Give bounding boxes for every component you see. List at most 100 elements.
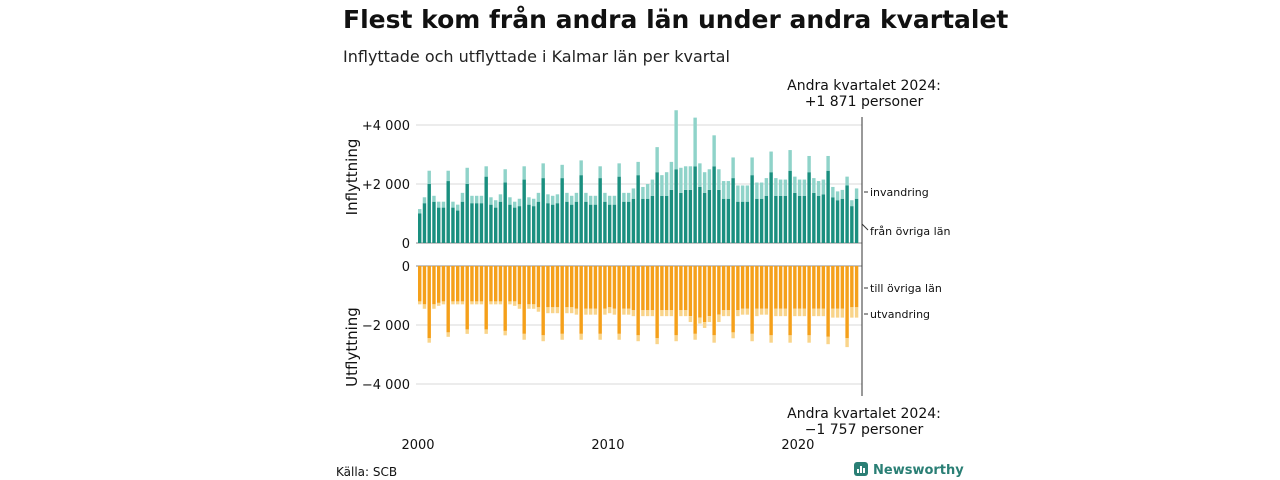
bar-utflyttning-base-49 [650,266,655,311]
bar-utflyttning-base-32 [569,266,574,308]
label-leader-fran-ovriga-lan [861,223,869,231]
bar-inflyttning-top-49 [650,179,655,196]
bar-inflyttning-base-35 [584,201,588,243]
bar-inflyttning-base-20 [512,207,517,243]
bar-utflyttning-top-13 [479,301,484,305]
bar-inflyttning-base-18 [503,182,507,243]
bar-utflyttning-top-5 [441,301,446,305]
bar-utflyttning-base-35 [584,266,588,309]
bar-inflyttning-top-10 [465,167,469,184]
bar-utflyttning-top-74 [769,335,773,343]
bar-utflyttning-top-70 [750,333,754,342]
bar-utflyttning-top-68 [740,308,745,315]
bar-inflyttning-base-4 [436,207,441,243]
bar-inflyttning-top-27 [546,194,550,204]
bar-inflyttning-base-42 [617,176,621,244]
bar-inflyttning-base-34 [579,175,583,243]
bar-utflyttning-base-89 [840,266,845,309]
bar-inflyttning-top-8 [455,204,460,211]
bar-inflyttning-top-59 [698,163,702,187]
bar-inflyttning-top-35 [584,192,588,202]
bar-inflyttning-top-74 [769,151,773,173]
bar-utflyttning-base-69 [745,266,750,309]
bar-utflyttning-base-76 [778,266,783,309]
x-tick-label-0: 2000 [401,438,434,453]
bar-utflyttning-top-83 [812,308,816,317]
bar-inflyttning-top-76 [778,179,783,196]
bar-inflyttning-base-67 [736,201,740,243]
bar-inflyttning-base-90 [845,185,849,243]
bar-utflyttning-base-43 [622,266,626,309]
bar-inflyttning-base-92 [854,198,859,243]
bar-utflyttning-top-67 [736,310,740,317]
bar-utflyttning-top-1 [422,304,427,309]
bar-utflyttning-top-3 [432,304,436,309]
source-text: Källa: SCB [336,465,397,479]
bar-utflyttning-base-24 [531,266,536,305]
bar-inflyttning-base-39 [603,201,607,243]
bar-inflyttning-base-21 [517,206,522,244]
bar-utflyttning-base-91 [850,266,854,308]
bar-inflyttning-base-60 [702,192,707,243]
bar-inflyttning-top-62 [712,135,716,167]
bar-inflyttning-base-0 [418,213,422,243]
bar-inflyttning-base-56 [683,189,688,243]
bar-inflyttning-top-6 [446,170,450,182]
bar-inflyttning-top-86 [826,155,830,171]
bar-inflyttning-top-79 [793,176,797,193]
bar-utflyttning-top-71 [755,308,759,317]
bar-inflyttning-top-12 [474,195,479,204]
bar-inflyttning-top-34 [579,160,583,176]
brand-icon-bar1 [857,469,859,473]
bar-inflyttning-base-63 [717,189,721,243]
bar-utflyttning-base-56 [683,266,688,311]
bar-inflyttning-base-65 [726,198,731,243]
bar-utflyttning-base-68 [740,266,745,309]
bar-inflyttning-top-68 [740,185,745,202]
bar-inflyttning-top-92 [854,188,859,199]
bar-utflyttning-top-33 [574,308,579,315]
bar-utflyttning-base-38 [598,266,602,334]
bar-utflyttning-top-35 [584,308,588,315]
bar-inflyttning-base-41 [612,204,617,243]
bar-inflyttning-top-39 [603,192,607,202]
bar-utflyttning-top-84 [816,308,821,317]
bar-inflyttning-top-72 [759,182,764,199]
bar-utflyttning-base-11 [470,266,474,302]
bar-inflyttning-top-0 [418,209,422,214]
bar-utflyttning-base-62 [712,266,716,336]
bar-utflyttning-top-23 [527,304,531,309]
bar-inflyttning-top-66 [731,157,735,179]
bar-inflyttning-base-23 [527,204,531,243]
bar-inflyttning-base-82 [807,172,811,243]
bar-inflyttning-base-33 [574,201,579,243]
bar-inflyttning-top-28 [550,195,555,205]
brand-logo[interactable]: Newsworthy [854,462,964,478]
bar-inflyttning-base-62 [712,166,716,243]
bar-inflyttning-top-73 [764,178,769,196]
bar-utflyttning-base-44 [626,266,631,309]
bar-inflyttning-base-46 [636,175,640,243]
bar-inflyttning-base-27 [546,203,550,243]
bar-utflyttning-base-92 [854,266,859,308]
annotation-top-line1: Andra kvartalet 2024: [787,78,941,94]
bar-inflyttning-top-82 [807,155,811,173]
bar-inflyttning-top-47 [641,186,645,199]
bar-inflyttning-base-77 [783,195,788,243]
bar-utflyttning-top-42 [617,333,621,340]
bar-inflyttning-top-37 [593,195,598,205]
bar-utflyttning-top-24 [531,304,536,309]
bar-utflyttning-top-43 [622,308,626,315]
bar-utflyttning-base-42 [617,266,621,334]
bar-utflyttning-top-2 [427,338,431,343]
bar-utflyttning-base-3 [432,266,436,305]
bars-layer [418,110,859,348]
bar-inflyttning-top-51 [660,175,664,196]
bar-inflyttning-base-47 [641,198,645,243]
bar-utflyttning-top-73 [764,308,769,315]
bar-utflyttning-top-12 [474,301,479,305]
bar-inflyttning-base-17 [498,201,503,243]
bar-utflyttning-base-6 [446,266,450,333]
bar-inflyttning-top-63 [717,169,721,190]
